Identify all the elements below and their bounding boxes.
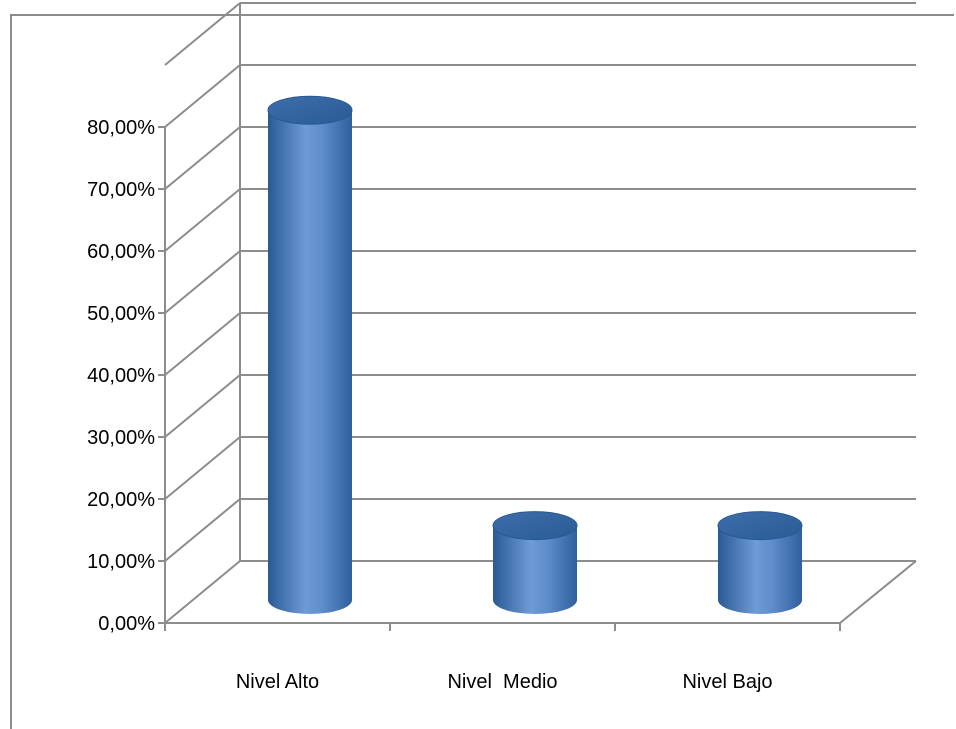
gridline-diagonal [164,2,241,66]
bar-body [718,525,802,614]
y-tick-label: 30,00% [87,427,155,449]
gridline-diagonal [164,374,241,438]
gridline-diagonal [164,436,241,500]
x-tick-label: Nivel Bajo [682,671,772,693]
bar-layer [267,95,803,614]
gridline-diagonal [164,560,241,624]
bar-body [268,110,352,614]
gridline-diagonal [164,498,241,562]
y-tick-label: 10,00% [87,551,155,573]
y-tick-label: 50,00% [87,303,155,325]
x-tick-label: Nivel Medio [447,671,557,693]
gridline-diagonal [164,126,241,190]
y-tick-label: 80,00% [87,117,155,139]
axis-layer [158,126,841,631]
bar [492,511,578,614]
bar-top [267,95,353,125]
gridline-diagonal [164,312,241,376]
y-tick-label: 60,00% [87,241,155,263]
y-tick-label: 70,00% [87,179,155,201]
y-tick-label: 40,00% [87,365,155,387]
x-tick-label: Nivel Alto [236,671,319,693]
bar [267,95,353,614]
gridline-diagonal [164,64,241,128]
floor-right-edge [839,560,917,624]
y-tick-label: 0,00% [98,613,155,635]
chart-frame [10,14,954,729]
bar-top [492,511,578,541]
label-layer: 0,00% 10,00% 20,00% 30,00% 40,00% 50,00% 60,00… [87,117,772,693]
bar-body [493,525,577,614]
grid-layer [164,2,917,624]
bar-top [717,511,803,541]
bar [717,511,803,614]
gridline-diagonal [164,188,241,252]
y-tick-label: 20,00% [87,489,155,511]
gridline-diagonal [164,250,241,314]
